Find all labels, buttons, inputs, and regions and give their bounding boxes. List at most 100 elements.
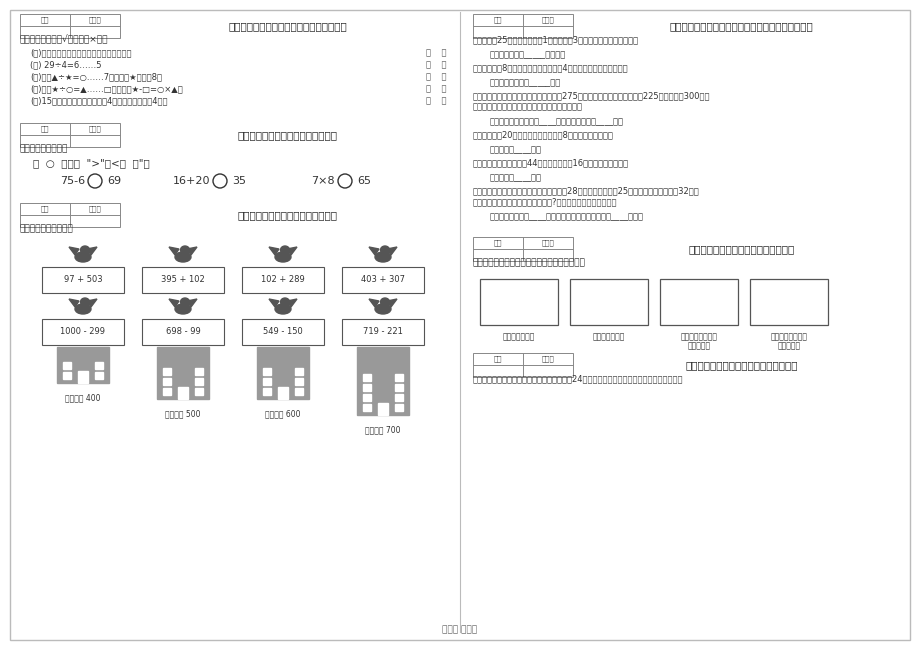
Bar (378, 403, 388, 415)
Bar (394, 404, 403, 411)
Bar (357, 347, 409, 415)
Text: （    ）: （ ） (426, 60, 447, 70)
Ellipse shape (375, 252, 391, 262)
Polygon shape (387, 247, 397, 255)
Polygon shape (268, 247, 278, 255)
Bar (20, 14, 119, 38)
Text: 评卷人: 评卷人 (88, 205, 101, 213)
Ellipse shape (75, 304, 91, 314)
Text: 分成两个三角形: 分成两个三角形 (503, 332, 535, 341)
Bar (177, 387, 187, 399)
Bar (95, 372, 103, 379)
Text: １、光明小学为了使校园更美，在操场四周放24盆🌱，学校给我们一个机会，让大家做主意，: １、光明小学为了使校园更美，在操场四周放24盆🌱，学校给我们一个机会，让大家做主… (472, 374, 683, 384)
Text: 评卷人: 评卷人 (541, 17, 554, 23)
Text: 一个五边形: 一个五边形 (777, 341, 800, 350)
Bar (163, 368, 171, 375)
Bar (480, 279, 558, 325)
Text: 69: 69 (107, 176, 121, 186)
Polygon shape (87, 247, 96, 255)
Text: 七、连一连（共１大题，共计５分）: 七、连一连（共１大题，共计５分） (237, 210, 337, 220)
Ellipse shape (175, 252, 191, 262)
Bar (472, 237, 573, 261)
Bar (163, 378, 171, 385)
Text: ２、小明今年8岁，爸爸的年龄是小明的4倍，爸爸比小明大多少岁？: ２、小明今年8岁，爸爸的年龄是小明的4倍，爸爸比小明大多少岁？ (472, 64, 628, 73)
Text: (１)在有余数除法里，余数一定要比除数小。: (１)在有余数除法里，余数一定要比除数小。 (30, 49, 131, 57)
Bar (570, 279, 647, 325)
Text: ５、红领巾养鸡场有公鸒44只，母鸡比公鸒16只。母鸡有多少只？: ５、红领巾养鸡场有公鸒44只，母鸡比公鸒16只。母鸡有多少只？ (472, 159, 629, 168)
Text: 分成一个三角形和: 分成一个三角形和 (770, 332, 807, 341)
Bar (78, 371, 88, 383)
Bar (20, 203, 119, 227)
Polygon shape (187, 299, 197, 307)
Text: 得分: 得分 (494, 356, 502, 362)
Polygon shape (268, 299, 278, 307)
Bar (342, 267, 424, 293)
Text: 分成一个三角形和: 分成一个三角形和 (680, 332, 717, 341)
Text: 得数大约 700: 得数大约 700 (365, 425, 401, 434)
Text: 得分: 得分 (40, 125, 50, 133)
Bar (57, 347, 108, 383)
Polygon shape (169, 247, 179, 255)
Text: 评卷人: 评卷人 (541, 356, 554, 362)
Bar (394, 384, 403, 391)
Bar (256, 347, 309, 399)
Bar (42, 267, 124, 293)
Text: ３、一堆砖，第一天为小狗做房子，用了275块，第二天为小鸡做房子用了225块，还剩下300块。: ３、一堆砖，第一天为小狗做房子，用了275块，第二天为小鸡做房子用了225块，还… (472, 92, 709, 101)
Bar (278, 387, 288, 399)
Text: 得分: 得分 (40, 17, 50, 23)
Bar (62, 372, 71, 379)
Bar (363, 404, 370, 411)
Text: 得分: 得分 (494, 17, 502, 23)
Ellipse shape (81, 246, 89, 254)
Text: 得数接近 600: 得数接近 600 (265, 409, 301, 418)
Polygon shape (69, 299, 79, 307)
Text: 97 + 503: 97 + 503 (63, 276, 102, 285)
Text: (２) 29÷4=6……5: (２) 29÷4=6……5 (30, 60, 101, 70)
Ellipse shape (380, 298, 389, 306)
Text: 分成两个四边形: 分成两个四边形 (592, 332, 625, 341)
Bar (394, 394, 403, 401)
Text: 在  ○  里填上  ">"、<或  ＝"。: 在 ○ 里填上 ">"、<或 ＝"。 (33, 158, 150, 168)
Bar (263, 368, 271, 375)
Ellipse shape (81, 298, 89, 306)
Text: 答：这堆砖比原来少了____块。这堆砖原来有____块。: 答：这堆砖比原来少了____块。这堆砖原来有____块。 (490, 118, 623, 127)
Text: 水果。王大爷批发了多少千克的水果?现在比原来少了多少千克？: 水果。王大爷批发了多少千克的水果?现在比原来少了多少千克？ (472, 198, 617, 207)
Polygon shape (387, 299, 397, 307)
Ellipse shape (175, 304, 191, 314)
Bar (295, 368, 302, 375)
Polygon shape (187, 247, 197, 255)
Text: 16+20: 16+20 (173, 176, 210, 186)
Ellipse shape (275, 252, 290, 262)
Bar (163, 388, 171, 395)
Text: 答：爸爸比小明大_____岁。: 答：爸爸比小明大_____岁。 (490, 79, 561, 88)
Ellipse shape (375, 304, 391, 314)
Polygon shape (369, 299, 379, 307)
Bar (472, 353, 573, 377)
Ellipse shape (180, 246, 189, 254)
Bar (342, 319, 424, 345)
Text: （    ）: （ ） (426, 49, 447, 57)
Bar (142, 267, 223, 293)
Text: 评卷人: 评卷人 (541, 240, 554, 246)
Text: (５)15个人乘船过河，每次可过4人，全都过去需要4次。: (５)15个人乘船过河，每次可过4人，全都过去需要4次。 (30, 96, 167, 105)
Text: 7×8: 7×8 (311, 176, 335, 186)
Polygon shape (369, 247, 379, 255)
Text: 答：最多可以做_____套衣服。: 答：最多可以做_____套衣服。 (490, 51, 565, 60)
Polygon shape (169, 299, 179, 307)
Text: １、把下面的长方形用一条线段按要求分一分。: １、把下面的长方形用一条线段按要求分一分。 (472, 259, 585, 268)
Bar (95, 362, 103, 369)
Bar (363, 394, 370, 401)
Text: 第２页 共４页: 第２页 共４页 (442, 625, 477, 634)
Text: 答：母鸡有____只。: 答：母鸡有____只。 (490, 174, 541, 183)
Text: １、判断（对的打√，错的打×）。: １、判断（对的打√，错的打×）。 (20, 35, 108, 45)
Bar (20, 123, 119, 147)
Text: 十一、附加题（共１大题，共计１０分）: 十一、附加题（共１大题，共计１０分） (685, 360, 797, 370)
Bar (263, 388, 271, 395)
Text: （    ）: （ ） (426, 84, 447, 94)
Bar (195, 388, 203, 395)
Text: 65: 65 (357, 176, 370, 186)
Bar (263, 378, 271, 385)
Text: 评卷人: 评卷人 (88, 17, 101, 23)
Text: 698 - 99: 698 - 99 (165, 328, 200, 337)
Bar (363, 374, 370, 381)
